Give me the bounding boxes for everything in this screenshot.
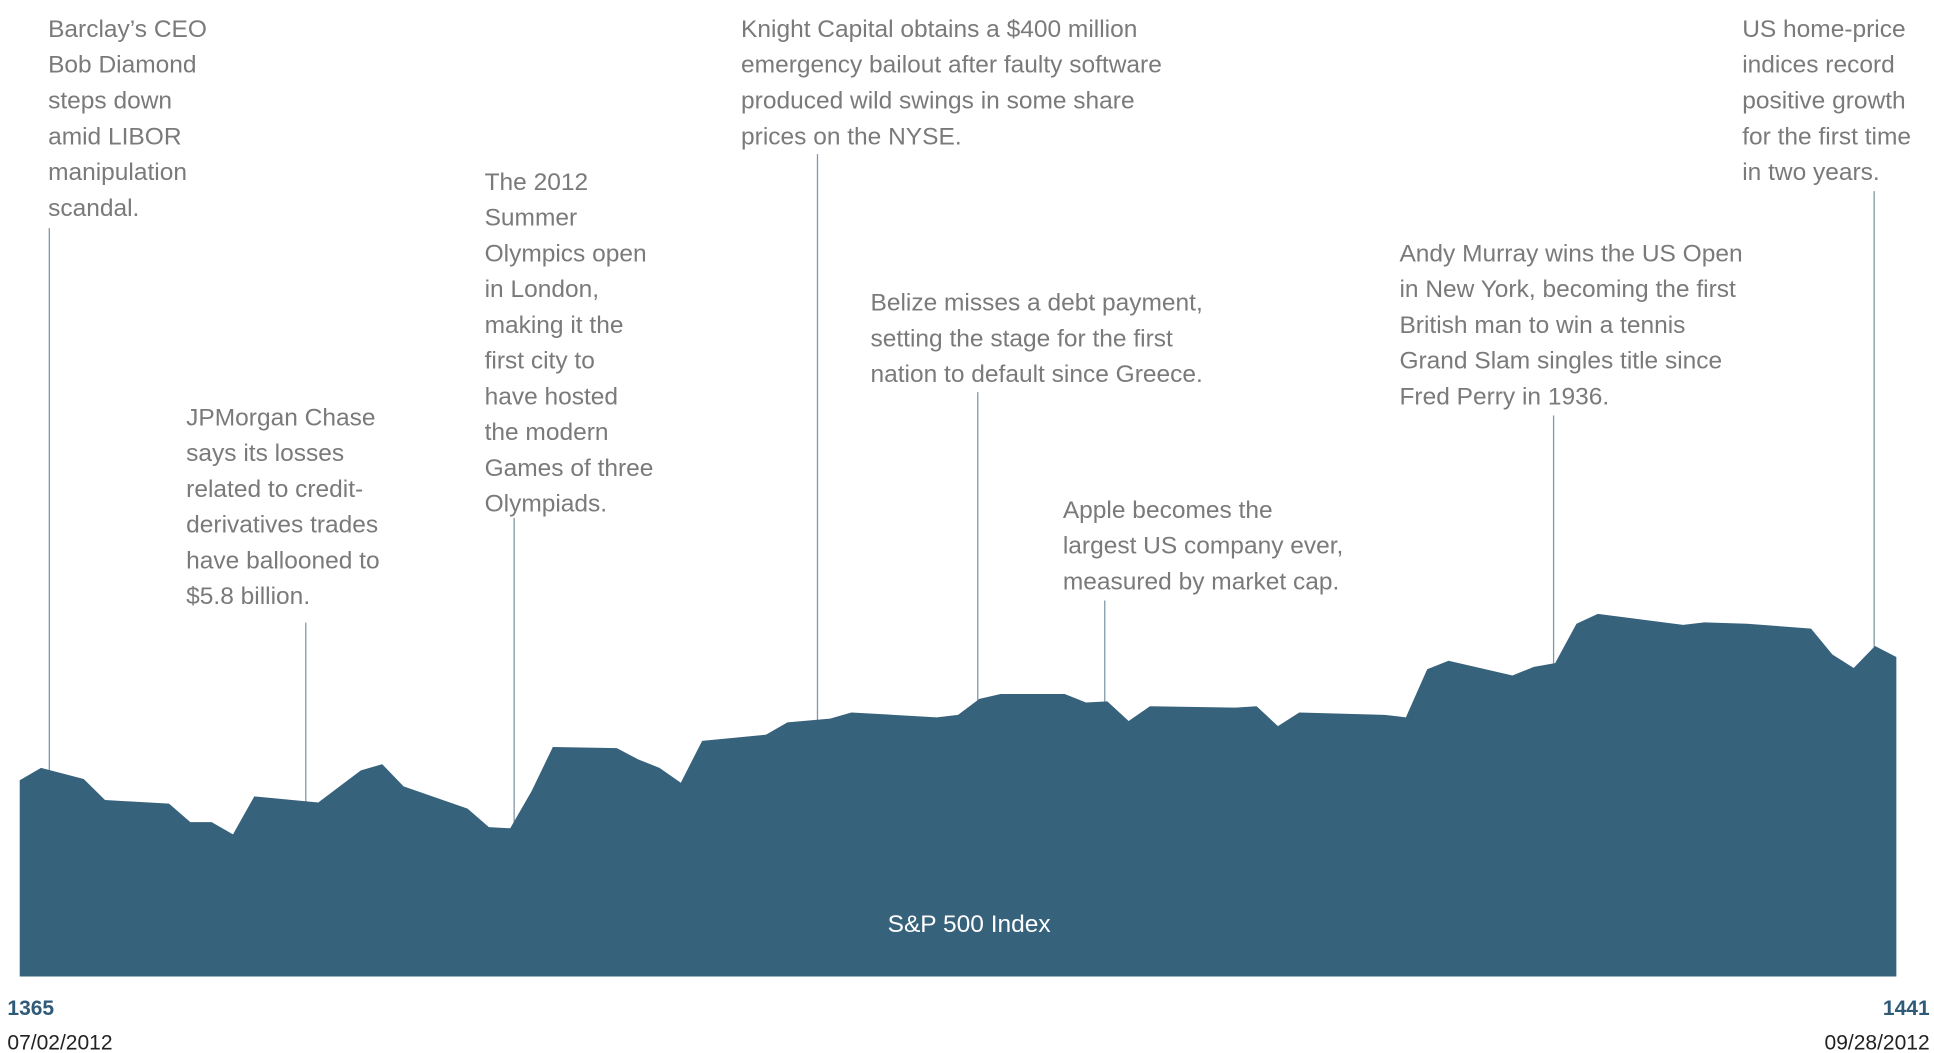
annotation-text: Apple becomes the: [1063, 497, 1273, 524]
annotation: Apple becomes the largest US company ever…: [1063, 497, 1344, 596]
annotation-text: have ballooned to: [186, 547, 379, 574]
annotation-text: manipulation: [48, 159, 187, 186]
end-date: 09/28/2012: [1825, 1031, 1930, 1053]
annotation-text: Andy Murray wins the US Open: [1399, 240, 1742, 267]
area: [19, 613, 1897, 977]
annotation-text: says its losses: [186, 440, 344, 467]
annotation-text: indices record: [1742, 52, 1895, 79]
annotation-text: in London,: [485, 276, 599, 303]
annotation-text: amid LIBOR: [48, 123, 181, 150]
annotation-text: Grand Slam singles title since: [1399, 348, 1722, 375]
annotation-text: Fred Perry in 1936.: [1399, 383, 1609, 410]
annotation-text: Bob Diamond: [48, 52, 196, 79]
annotation-text: positive growth: [1742, 88, 1905, 115]
start-value: 1365: [7, 997, 54, 1020]
annotation-text: British man to win a tennis: [1399, 312, 1685, 339]
annotation-text: Games of three: [485, 455, 654, 482]
annotation-text: $5.8 billion.: [186, 583, 310, 610]
annotation-text: The 2012: [485, 169, 589, 196]
annotation-text: in New York, becoming the first: [1399, 276, 1736, 303]
annotation-text: have hosted: [485, 383, 618, 410]
annotation-text: scandal.: [48, 195, 139, 222]
annotation-text: derivatives trades: [186, 512, 378, 539]
annotation-text: JPMorgan Chase: [186, 404, 375, 431]
annotation: Andy Murray wins the US Open in New York,…: [1399, 240, 1742, 410]
annotation-text: for the first time: [1742, 123, 1911, 150]
annotation-text: related to credit-: [186, 476, 363, 503]
annotation: Barclay’s CEO Bob Diamond steps down amid L…: [48, 16, 207, 222]
annotation-text: making it the: [485, 312, 624, 339]
annotation-text: measured by market cap.: [1063, 568, 1339, 595]
annotation-text: setting the stage for the first: [870, 325, 1173, 352]
start-date: 07/02/2012: [7, 1031, 112, 1053]
annotation: US home-price indices record positive grow…: [1742, 16, 1911, 186]
annotation-text: nation to default since Greece.: [870, 361, 1202, 388]
annotation-text: produced wild swings in some share: [741, 88, 1135, 115]
annotation-text: steps down: [48, 88, 172, 115]
annotation-text: Summer: [485, 205, 578, 232]
annotation-text: Olympiads.: [485, 491, 608, 518]
annotation-text: US home-price: [1742, 16, 1905, 43]
annotation-text: first city to: [485, 348, 595, 375]
annotation: Belize misses a debt payment, setting the…: [870, 290, 1202, 389]
annotation-text: the modern: [485, 419, 609, 446]
annotation-text: emergency bailout after faulty software: [741, 52, 1162, 79]
annotation-text: Knight Capital obtains a $400 million: [741, 16, 1137, 43]
annotation: JPMorgan Chase says its losses related to …: [186, 404, 379, 610]
annotation-text: largest US company ever,: [1063, 533, 1344, 560]
annotation-text: Belize misses a debt payment,: [870, 290, 1202, 317]
annotation: Knight Capital obtains a $400 million eme…: [741, 16, 1162, 150]
series-label: S&P 500 Index: [888, 911, 1051, 938]
annotation-text: Barclay’s CEO: [48, 16, 207, 43]
annotation-text: Olympics open: [485, 240, 647, 267]
annotation-text: in two years.: [1742, 159, 1880, 186]
annotation: The 2012 Summer Olympics open in London, mak…: [485, 169, 654, 518]
annotation-text: prices on the NYSE.: [741, 123, 962, 150]
end-value: 1441: [1883, 997, 1930, 1020]
